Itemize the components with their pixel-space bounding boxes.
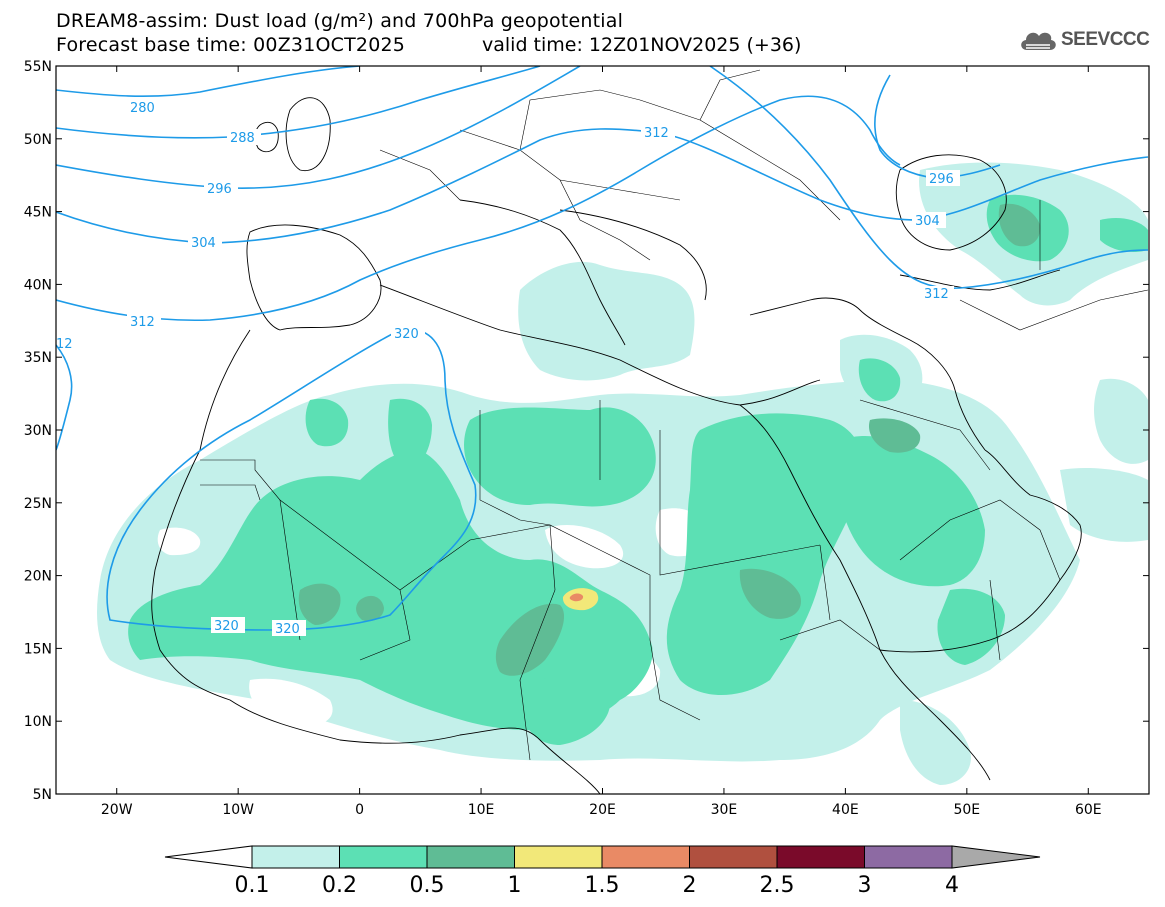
colorbar-label: 2 — [683, 873, 697, 898]
lon-label: 50E — [953, 802, 980, 818]
contour-label: 320 — [394, 327, 419, 342]
contour-label: 296 — [929, 172, 954, 187]
lon-label: 30E — [711, 802, 738, 818]
lat-label: 35N — [24, 350, 52, 366]
lat-label: 40N — [24, 277, 52, 293]
colorbar-swatch — [864, 845, 953, 869]
lon-label: 60E — [1075, 802, 1102, 818]
contour-label: 12 — [56, 337, 73, 352]
colorbar-label: 0.1 — [235, 873, 270, 898]
lon-label: 10W — [222, 802, 254, 818]
contour-label: 320 — [275, 622, 300, 637]
colorbar-label: 3 — [858, 873, 872, 898]
lon-label: 40E — [832, 802, 859, 818]
contour-labels: 280 288 296 304 312 320 296 304 312 320 … — [56, 99, 960, 637]
lat-label: 25N — [24, 496, 52, 512]
contour-label: 304 — [191, 236, 216, 251]
forecast-base-time: Forecast base time: 00Z31OCT2025 — [56, 34, 406, 56]
contour-label: 296 — [207, 182, 232, 197]
colorbar-upper-triangle — [951, 845, 1041, 869]
cloud-icon — [1021, 32, 1056, 50]
colorbar-swatch — [339, 845, 428, 869]
colorbar-swatch — [251, 845, 340, 869]
colorbar-label: 0.2 — [322, 873, 357, 898]
lat-label: 15N — [24, 641, 52, 657]
colorbar: 0.1 0.2 0.5 1 1.5 2 2.5 3 4 — [164, 845, 1041, 898]
colorbar-label: 1 — [508, 873, 522, 898]
map-title: DREAM8-assim: Dust load (g/m²) and 700hP… — [56, 10, 624, 32]
colorbar-label: 0.5 — [410, 873, 445, 898]
colorbar-label: 2.5 — [760, 873, 795, 898]
lon-label: 20E — [589, 802, 616, 818]
colorbar-label: 4 — [945, 873, 959, 898]
longitude-axis: 20W 10W 0 10E 20E 30E 40E 50E 60E — [101, 66, 1102, 818]
colorbar-swatch — [689, 845, 778, 869]
contour-label: 312 — [924, 287, 949, 302]
seevccc-logo: SEEVCCC — [1018, 26, 1150, 54]
lon-label: 0 — [355, 802, 364, 818]
lon-label: 20W — [101, 802, 133, 818]
logo-text: SEEVCCC — [1061, 29, 1150, 50]
lon-label: 10E — [468, 802, 495, 818]
colorbar-label: 1.5 — [585, 873, 620, 898]
colorbar-swatch — [776, 845, 865, 869]
colorbar-swatch — [514, 845, 603, 869]
contour-label: 288 — [230, 131, 255, 146]
country-borders — [200, 69, 1149, 761]
lat-label: 5N — [33, 787, 52, 803]
contour-label: 304 — [915, 214, 940, 229]
colorbar-swatch — [426, 845, 515, 869]
contour-label: 320 — [214, 619, 239, 634]
dust-layer-0.5 — [298, 203, 1041, 676]
lat-label: 10N — [24, 714, 52, 730]
contour-label: 312 — [130, 315, 155, 330]
lat-label: 50N — [24, 132, 52, 148]
contour-label: 312 — [644, 126, 669, 141]
coastlines — [151, 97, 1082, 794]
lat-label: 55N — [24, 59, 52, 75]
valid-time: valid time: 12Z01NOV2025 (+36) — [482, 34, 802, 56]
dust-layer-1.5 — [569, 593, 584, 602]
contour-label: 280 — [130, 101, 155, 116]
lat-label: 20N — [24, 569, 52, 585]
latitude-axis: 55N 50N 45N 40N 35N 30N 25N 20N 15N 10N 5N — [24, 59, 1149, 803]
lat-label: 30N — [24, 423, 52, 439]
lat-label: 45N — [24, 205, 52, 221]
colorbar-lower-triangle — [164, 845, 253, 869]
colorbar-swatch — [601, 845, 690, 869]
